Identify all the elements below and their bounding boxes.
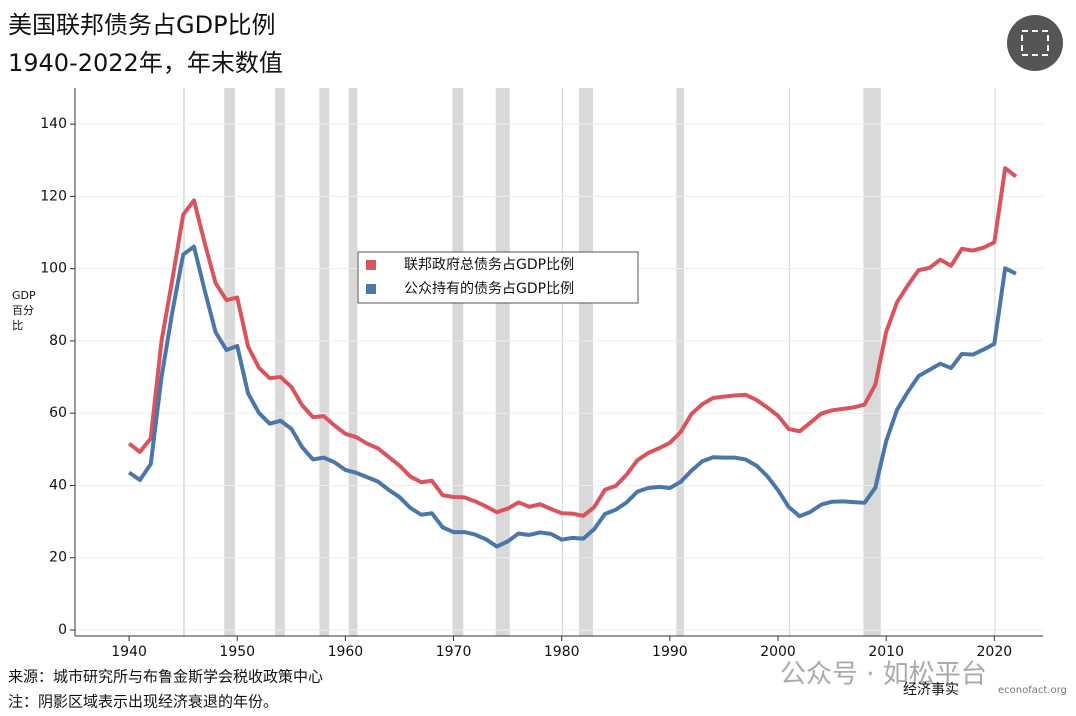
- x-tick-label: 1940: [111, 644, 147, 660]
- y-tick-label: 80: [49, 333, 67, 349]
- y-tick-label: 60: [49, 405, 67, 421]
- y-label: 百分: [12, 304, 34, 317]
- watermark: 公众号 · 如松平台: [780, 660, 987, 690]
- legend-label: 公众持有的债务占GDP比例: [404, 281, 574, 297]
- x-tick-label: 2010: [868, 644, 904, 660]
- recession-band: [348, 88, 358, 636]
- recession-band: [319, 88, 330, 636]
- y-tick-label: 120: [40, 188, 67, 204]
- series-line: [127, 166, 1018, 518]
- translate-button[interactable]: [1007, 15, 1063, 71]
- y-tick-label: 140: [40, 116, 67, 132]
- y-tick-label: 100: [40, 261, 67, 277]
- recession-band: [452, 88, 464, 636]
- y-tick-label: 20: [49, 550, 67, 566]
- chart-title: 美国联邦债务占GDP比例: [8, 11, 276, 39]
- plot: 0 20 40 60 80 100 120 140 1940 1950 1960 1970 1980 19…: [40, 88, 1043, 660]
- legend-box: [357, 251, 639, 304]
- recession-band: [788, 88, 791, 636]
- x-tick-label: 1950: [219, 644, 255, 660]
- legend-label: 联邦政府总债务占GDP比例: [404, 257, 574, 273]
- recession-band: [275, 88, 285, 636]
- recession-band: [561, 88, 563, 636]
- translate-glyph[interactable]: [1021, 30, 1049, 56]
- chart-subtitle: 1940-2022年，年末数值: [8, 49, 283, 77]
- recession-band: [183, 88, 185, 636]
- y-label: GDP: [12, 289, 36, 302]
- series-line: [127, 244, 1017, 549]
- note: 注：阴影区域表示出现经济衰退的年份。: [8, 693, 278, 711]
- x-tick-label: 1990: [652, 644, 688, 660]
- recession-band: [224, 88, 236, 636]
- x-tick-label: 1980: [544, 644, 580, 660]
- x-tick-label: 2000: [760, 644, 796, 660]
- x-tick-label: 1970: [436, 644, 472, 660]
- y-label: 比: [12, 319, 23, 332]
- y-tick-label: 0: [58, 622, 67, 638]
- recession-band: [994, 88, 996, 636]
- legend-swatch: [366, 260, 376, 270]
- y-tick-label: 40: [49, 477, 67, 493]
- legend-swatch: [366, 284, 376, 294]
- source: 来源：城市研究所与布鲁金斯学会税收政策中心: [8, 668, 323, 686]
- translate-icon[interactable]: [1007, 15, 1063, 71]
- x-tick-label: 1960: [328, 644, 364, 660]
- site: econofact.org: [998, 685, 1067, 696]
- brand: 经济事实: [903, 682, 959, 698]
- recession-band: [495, 88, 510, 636]
- recession-band: [676, 88, 684, 636]
- x-tick-label: 2020: [977, 644, 1013, 660]
- recession-band: [579, 88, 594, 636]
